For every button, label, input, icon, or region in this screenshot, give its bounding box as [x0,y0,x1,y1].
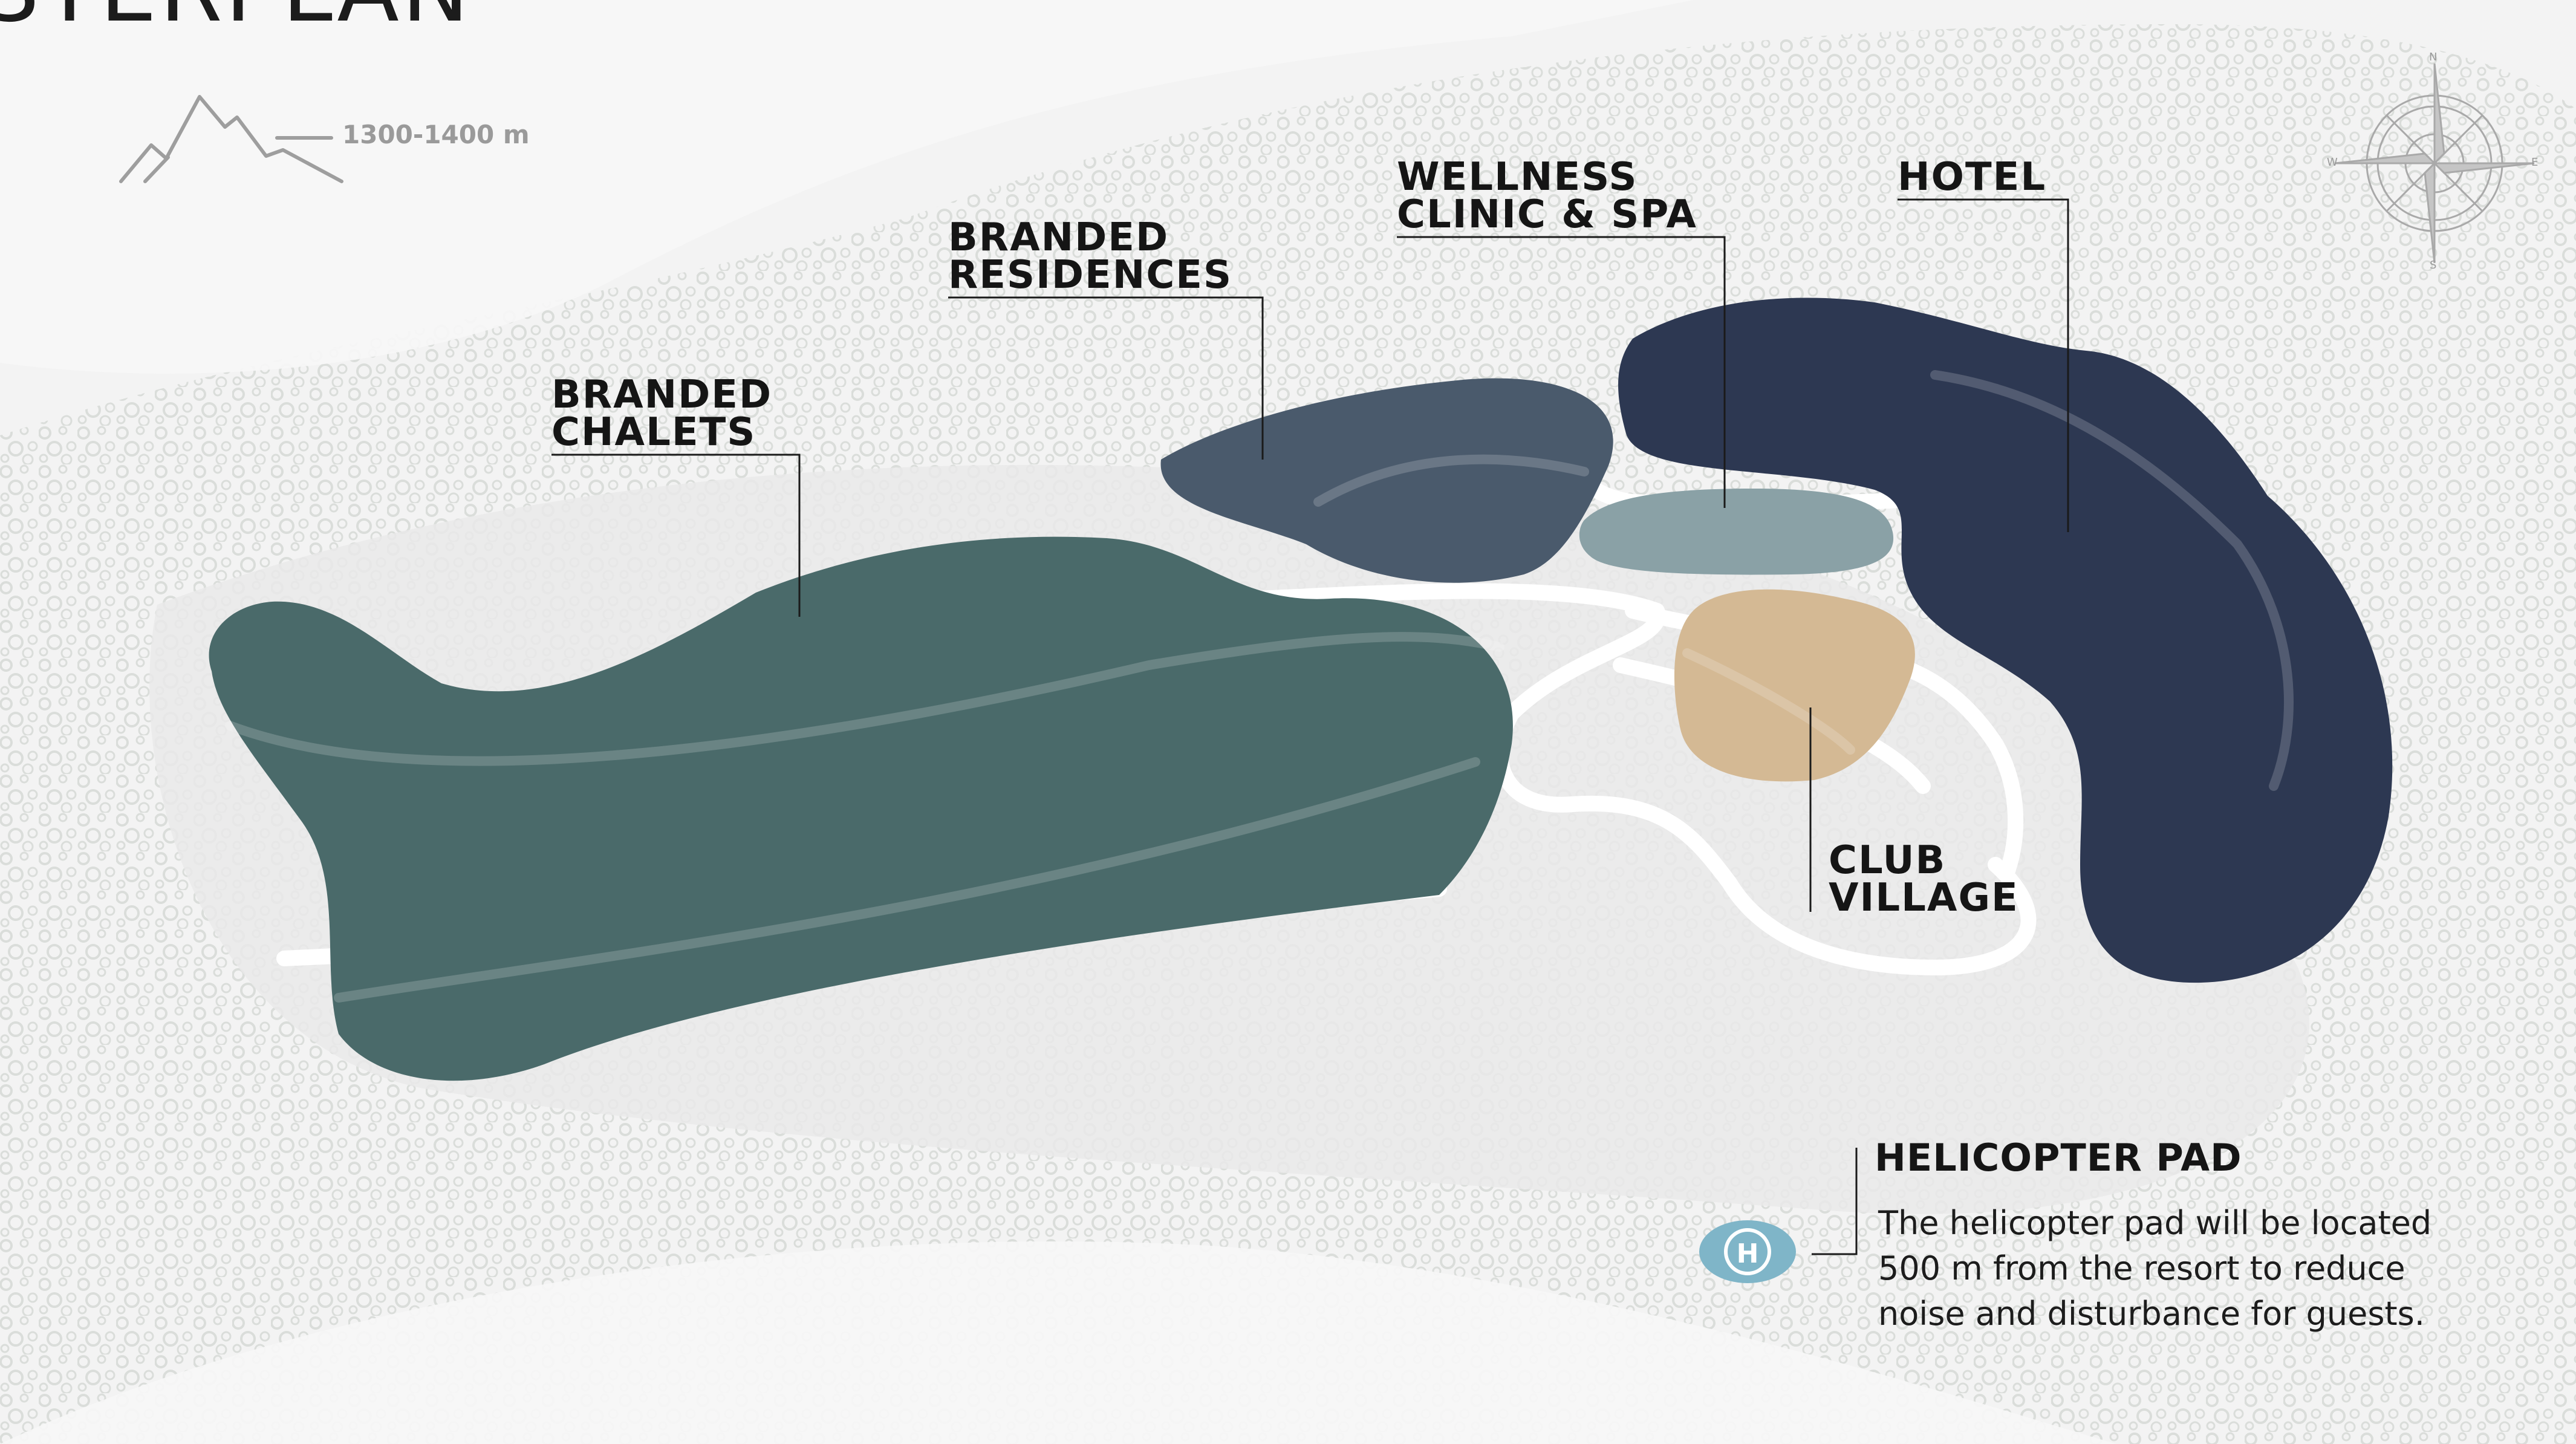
zone-contours [225,370,2294,1003]
leader-lines [551,198,2069,1255]
helicopter-pad-description: The helicopter pad will be located 500 m… [1878,1204,2432,1333]
leader-wellness [1397,236,1726,508]
wellness-line1: WELLNESS [1397,155,1638,200]
leader-helicopter [1812,1148,1858,1255]
hotel-zone[interactable] [1618,298,2393,983]
leader-branded-residences [948,296,1264,460]
hotel-label: HOTEL [1898,155,2047,200]
compass-rose-icon [2334,63,2535,264]
branded-chalets-line2: CHALETS [551,410,756,455]
leader-branded-chalets [551,454,801,617]
leader-hotel [1898,198,2069,532]
compass-south-label: S [2430,259,2437,272]
wellness-clinic-spa-zone[interactable] [1579,489,1894,575]
club-village-line1: CLUB [1829,838,1947,883]
top-light [0,0,1693,374]
branded-residences-label: BRANDED RESIDENCES [948,215,1233,298]
helicopter-pad-letter: H [1737,1238,1759,1269]
club-village-label: CLUB VILLAGE [1829,838,2019,920]
wellness-clinic-spa-label: WELLNESS CLINIC & SPA [1397,155,1697,237]
valley-light [0,1241,2116,1444]
branded-chalets-line1: BRANDED [551,372,773,417]
club-village-zone[interactable] [1674,589,1915,782]
mountain-icon [119,95,343,183]
club-village-line2: VILLAGE [1829,876,2019,920]
compass-north-label: N [2429,51,2438,63]
compass-west-label: W [2327,156,2338,169]
branded-residences-line1: BRANDED [948,215,1169,260]
branded-residences-zone[interactable] [1160,378,1613,583]
page-title: STERPLAN [0,0,472,35]
branded-chalets-zone[interactable] [209,536,1513,1081]
branded-residences-line2: RESIDENCES [948,253,1233,298]
helicopter-pad-title: HELICOPTER PAD [1875,1136,2242,1180]
helicopter-pad-icon: H [1699,1220,1796,1283]
elevation-label: 1300-1400 m [342,120,530,149]
wellness-line2: CLINIC & SPA [1397,192,1697,237]
hotel-line1: HOTEL [1898,155,2047,200]
compass-east-label: E [2531,156,2539,169]
branded-chalets-label: BRANDED CHALETS [551,372,773,455]
